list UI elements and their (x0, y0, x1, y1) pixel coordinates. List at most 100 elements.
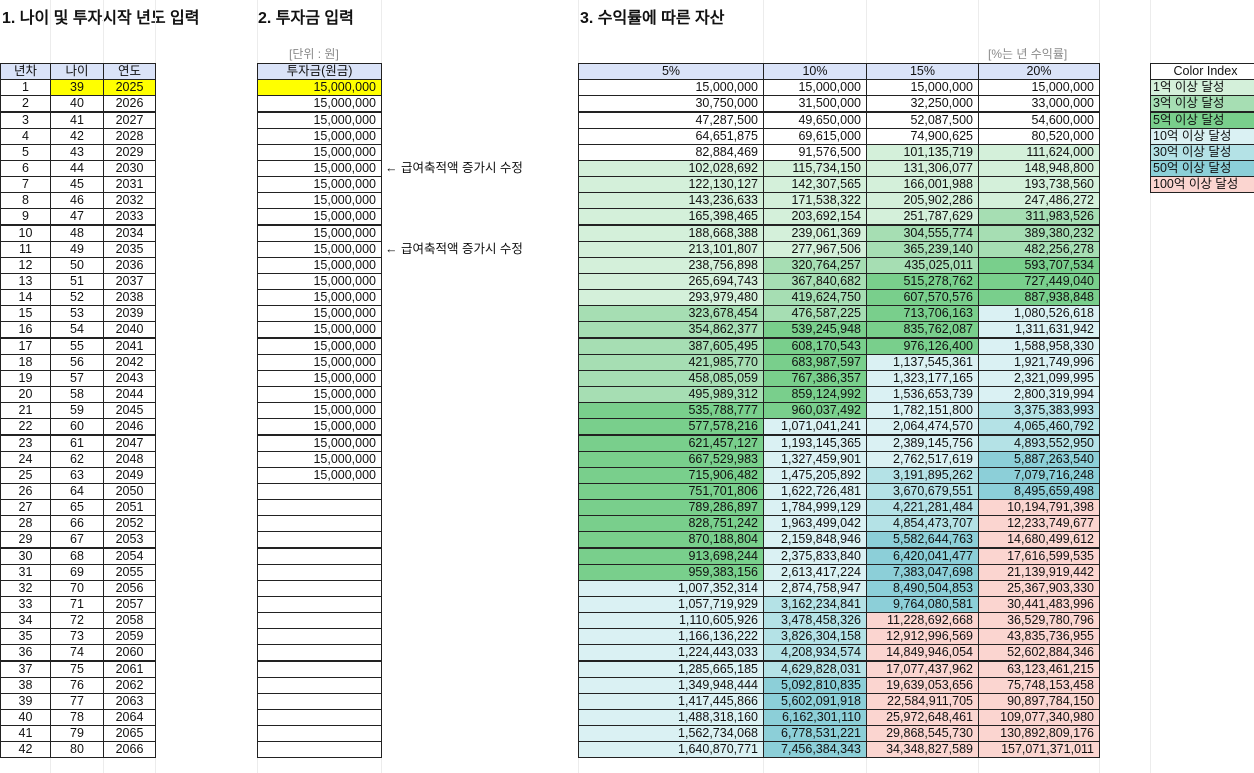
table1-cell-calendar_years[interactable]: 2062 (103, 676, 156, 694)
table1-cell-calendar_years[interactable]: 2053 (103, 531, 156, 549)
table1-cell-calendar_years[interactable]: 2026 (103, 95, 156, 113)
table1-cell-ages[interactable]: 39 (50, 79, 104, 97)
table1-cell-calendar_years[interactable]: 2058 (103, 612, 156, 630)
table1-cell-calendar_years[interactable]: 2047 (103, 434, 156, 452)
investment-cell[interactable] (257, 725, 382, 743)
investment-cell[interactable]: 15,000,000 (257, 369, 382, 387)
investment-cell[interactable] (257, 660, 382, 678)
table1-cell-calendar_years[interactable]: 2054 (103, 547, 156, 565)
table1-cell-ages[interactable]: 41 (50, 111, 104, 129)
table1-cell-calendar_years[interactable]: 2032 (103, 192, 156, 210)
table1-cell-ages[interactable]: 40 (50, 95, 104, 113)
table1-cell-calendar_years[interactable]: 2066 (103, 741, 156, 759)
table1-cell-ages[interactable]: 73 (50, 628, 104, 646)
table1-cell-calendar_years[interactable]: 2041 (103, 337, 156, 355)
investment-cell[interactable] (257, 612, 382, 630)
table1-cell-ages[interactable]: 47 (50, 208, 104, 226)
table1-cell-calendar_years[interactable]: 2027 (103, 111, 156, 129)
investment-cell[interactable]: 15,000,000 (257, 289, 382, 307)
table1-cell-calendar_years[interactable]: 2050 (103, 482, 156, 500)
table1-cell-ages[interactable]: 43 (50, 143, 104, 161)
table1-cell-calendar_years[interactable]: 2039 (103, 305, 156, 323)
investment-cell[interactable]: 15,000,000 (257, 208, 382, 226)
table1-cell-calendar_years[interactable]: 2040 (103, 321, 156, 339)
table1-cell-calendar_years[interactable]: 2059 (103, 628, 156, 646)
table1-cell-ages[interactable]: 64 (50, 482, 104, 500)
table1-cell-calendar_years[interactable]: 2052 (103, 515, 156, 533)
investment-cell[interactable] (257, 709, 382, 727)
investment-cell[interactable] (257, 547, 382, 565)
table1-cell-calendar_years[interactable]: 2035 (103, 240, 156, 258)
investment-cell[interactable]: 15,000,000 (257, 256, 382, 274)
investment-cell[interactable]: 15,000,000 (257, 111, 382, 129)
table1-cell-ages[interactable]: 60 (50, 418, 104, 436)
table1-cell-ages[interactable]: 53 (50, 305, 104, 323)
investment-cell[interactable]: 15,000,000 (257, 450, 382, 468)
table1-cell-ages[interactable]: 51 (50, 273, 104, 290)
investment-cell[interactable]: 15,000,000 (257, 143, 382, 161)
investment-cell[interactable]: 15,000,000 (257, 127, 382, 145)
investment-cell[interactable]: 15,000,000 (257, 95, 382, 113)
table1-cell-ages[interactable]: 48 (50, 224, 104, 242)
investment-cell[interactable] (257, 531, 382, 549)
table1-cell-calendar_years[interactable]: 2060 (103, 644, 156, 662)
table1-cell-calendar_years[interactable]: 2056 (103, 579, 156, 597)
table1-cell-calendar_years[interactable]: 2063 (103, 692, 156, 710)
table1-cell-ages[interactable]: 72 (50, 612, 104, 630)
investment-cell[interactable]: 15,000,000 (257, 386, 382, 404)
table1-cell-ages[interactable]: 59 (50, 402, 104, 420)
table1-cell-calendar_years[interactable]: 2042 (103, 353, 156, 371)
table1-cell-ages[interactable]: 49 (50, 240, 104, 258)
table1-cell-calendar_years[interactable]: 2044 (103, 386, 156, 404)
table1-cell-calendar_years[interactable]: 2061 (103, 660, 156, 678)
investment-cell[interactable]: 15,000,000 (257, 402, 382, 420)
table1-cell-calendar_years[interactable]: 2051 (103, 499, 156, 517)
table1-cell-ages[interactable]: 77 (50, 692, 104, 710)
table1-cell-ages[interactable]: 54 (50, 321, 104, 339)
table1-cell-ages[interactable]: 44 (50, 159, 104, 177)
table1-cell-calendar_years[interactable]: 2048 (103, 450, 156, 468)
table1-cell-ages[interactable]: 75 (50, 660, 104, 678)
investment-cell[interactable]: 15,000,000 (257, 434, 382, 452)
table1-cell-calendar_years[interactable]: 2043 (103, 369, 156, 387)
table1-cell-ages[interactable]: 52 (50, 289, 104, 307)
table1-cell-calendar_years[interactable]: 2055 (103, 563, 156, 581)
investment-cell[interactable] (257, 644, 382, 662)
table1-cell-calendar_years[interactable]: 2046 (103, 418, 156, 436)
table1-cell-ages[interactable]: 69 (50, 563, 104, 581)
investment-cell[interactable]: 15,000,000 (257, 353, 382, 371)
table1-cell-ages[interactable]: 67 (50, 531, 104, 549)
investment-cell[interactable] (257, 499, 382, 517)
table1-cell-calendar_years[interactable]: 2038 (103, 289, 156, 307)
investment-cell[interactable] (257, 741, 382, 759)
table1-cell-ages[interactable]: 61 (50, 434, 104, 452)
investment-cell[interactable]: 15,000,000 (257, 176, 382, 194)
investment-cell[interactable]: 15,000,000 (257, 337, 382, 355)
table1-cell-calendar_years[interactable]: 2045 (103, 402, 156, 420)
table1-cell-calendar_years[interactable]: 2037 (103, 273, 156, 290)
table1-cell-calendar_years[interactable]: 2030 (103, 159, 156, 177)
investment-cell[interactable] (257, 628, 382, 646)
table1-cell-calendar_years[interactable]: 2034 (103, 224, 156, 242)
investment-cell[interactable] (257, 482, 382, 500)
table1-cell-calendar_years[interactable]: 2028 (103, 127, 156, 145)
investment-cell[interactable]: 15,000,000 (257, 418, 382, 436)
table1-cell-calendar_years[interactable]: 2057 (103, 596, 156, 613)
investment-cell[interactable]: 15,000,000 (257, 240, 382, 258)
investment-cell[interactable]: 15,000,000 (257, 224, 382, 242)
table1-cell-calendar_years[interactable]: 2049 (103, 466, 156, 484)
investment-cell[interactable]: 15,000,000 (257, 273, 382, 290)
table1-cell-ages[interactable]: 46 (50, 192, 104, 210)
investment-cell[interactable] (257, 579, 382, 597)
investment-cell[interactable]: 15,000,000 (257, 159, 382, 177)
table1-cell-ages[interactable]: 74 (50, 644, 104, 662)
table1-cell-ages[interactable]: 78 (50, 709, 104, 727)
table1-cell-ages[interactable]: 66 (50, 515, 104, 533)
table1-cell-ages[interactable]: 76 (50, 676, 104, 694)
table1-cell-ages[interactable]: 65 (50, 499, 104, 517)
table1-cell-calendar_years[interactable]: 2065 (103, 725, 156, 743)
table1-cell-calendar_years[interactable]: 2031 (103, 176, 156, 194)
table1-cell-ages[interactable]: 79 (50, 725, 104, 743)
investment-cell[interactable]: 15,000,000 (257, 321, 382, 339)
investment-cell[interactable] (257, 596, 382, 613)
